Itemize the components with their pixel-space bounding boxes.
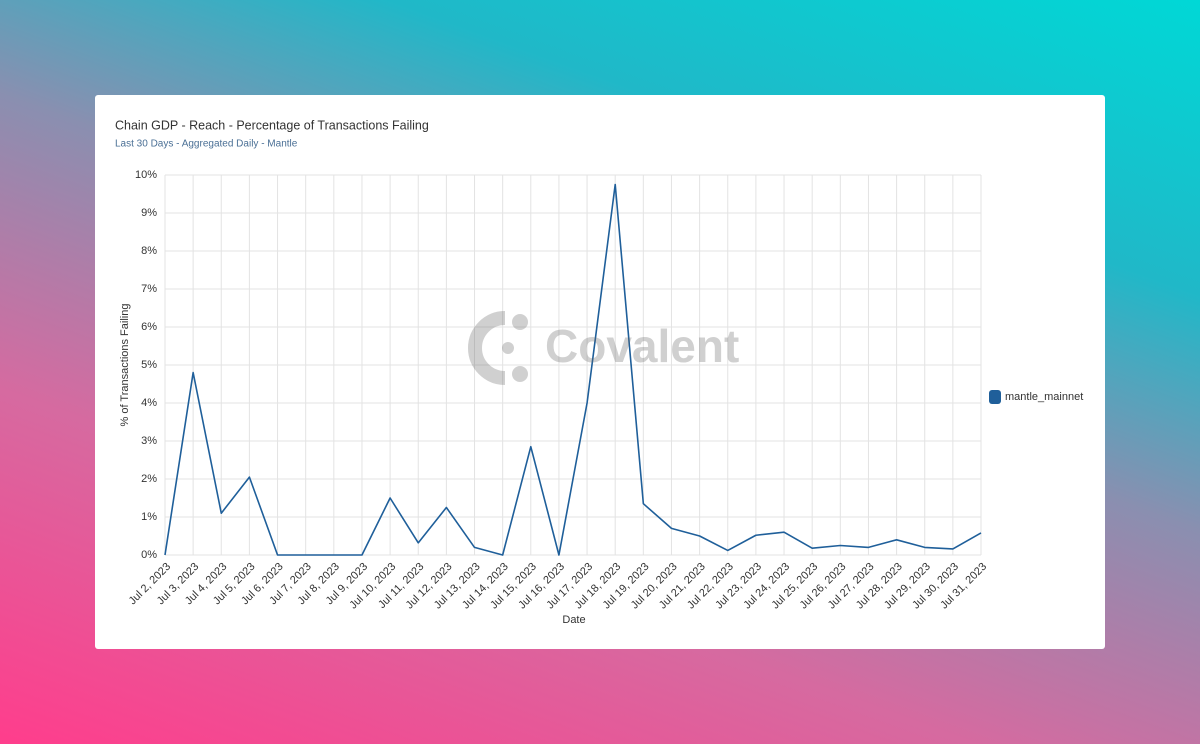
y-tick-label: 10% (135, 169, 157, 181)
y-tick-label: 6% (141, 321, 157, 333)
legend-label: mantle_mainnet (1005, 391, 1083, 403)
chart-card (95, 95, 1105, 649)
logo-dot (502, 342, 514, 354)
x-axis-label: Date (562, 614, 585, 626)
logo-dot (512, 366, 528, 382)
logo-arc (468, 311, 506, 385)
y-tick-label: 5% (141, 359, 157, 371)
logo-dot (512, 314, 528, 330)
chart-subtitle: Last 30 Days - Aggregated Daily - Mantle (115, 139, 298, 150)
y-tick-label: 3% (141, 435, 157, 447)
y-tick-label: 2% (141, 473, 157, 485)
legend-swatch (989, 390, 1001, 404)
y-tick-label: 9% (141, 207, 157, 219)
y-tick-label: 4% (141, 397, 157, 409)
y-tick-label: 0% (141, 549, 157, 561)
chart-title: Chain GDP - Reach - Percentage of Transa… (115, 118, 429, 132)
y-axis-label: % of Transactions Failing (119, 304, 131, 427)
y-tick-label: 7% (141, 283, 157, 295)
line (164, 183, 982, 556)
watermark: Covalent (545, 320, 739, 372)
watermark-logo (468, 311, 528, 385)
y-tick-label: 8% (141, 245, 157, 257)
y-tick-label: 1% (141, 511, 157, 523)
